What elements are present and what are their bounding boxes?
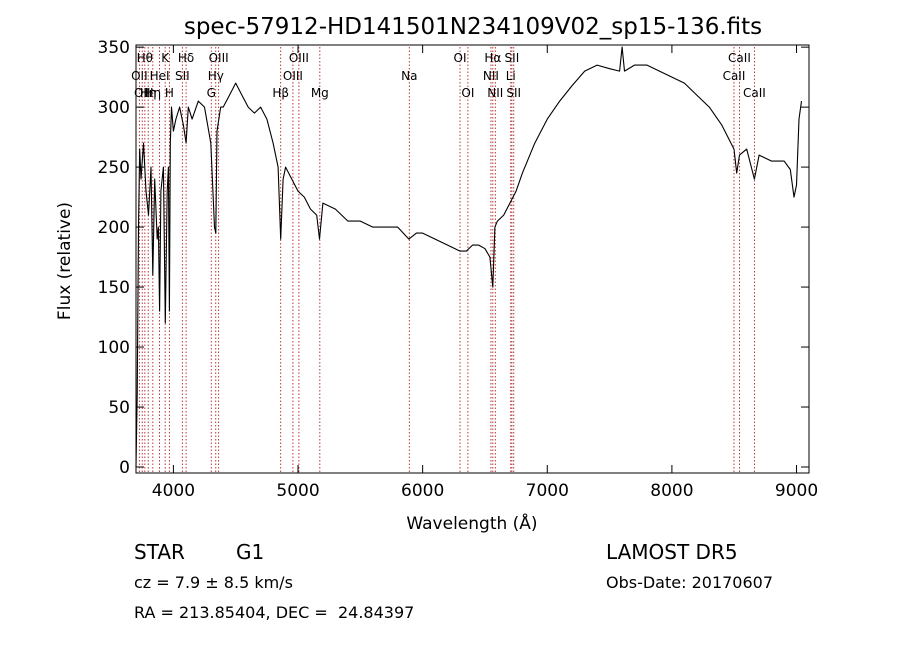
line-marker-label-1: OII bbox=[134, 86, 151, 100]
spectrum-series bbox=[135, 46, 803, 468]
line-marker-label-12: OIII bbox=[209, 51, 229, 65]
line-marker-label-15: OIII bbox=[289, 51, 309, 65]
line-marker-label-16: Mg bbox=[311, 86, 329, 100]
line-marker-label-23: Li bbox=[506, 69, 516, 83]
obs-date-label: Obs-Date: 20170607 bbox=[606, 573, 774, 592]
line-marker-label-7: H bbox=[165, 86, 174, 100]
x-tick-label-2: 6000 bbox=[401, 481, 444, 501]
subclass: G1 bbox=[236, 540, 265, 564]
y-tick-label-7: 350 bbox=[98, 38, 130, 58]
x-tick-label-3: 7000 bbox=[526, 481, 569, 501]
x-tick-label-4: 8000 bbox=[650, 481, 693, 501]
line-marker-label-9: Hδ bbox=[178, 51, 194, 65]
line-marker-labels: OIIOIIHθHηHηHeIKHSIIHδGHγOIIIHβOIIIOIIIM… bbox=[131, 51, 766, 100]
line-marker-label-27: CaII bbox=[728, 51, 751, 65]
line-marker-label-4: Hη bbox=[145, 86, 162, 100]
axes: 4000 5000 6000 7000 8000 9000 0 50 100 150 200 250 3… bbox=[98, 38, 819, 501]
line-marker-label-2: Hθ bbox=[137, 51, 153, 65]
line-marker-label-21: Hα bbox=[484, 51, 501, 65]
y-tick-label-5: 250 bbox=[98, 158, 130, 178]
y-tick-label-1: 50 bbox=[108, 398, 130, 418]
y-tick-label-6: 300 bbox=[98, 98, 130, 118]
line-marker-label-18: OI bbox=[454, 51, 467, 65]
line-markers bbox=[138, 47, 755, 473]
line-marker-label-11: Hγ bbox=[208, 69, 224, 83]
y-tick-label-2: 100 bbox=[98, 338, 130, 358]
line-marker-label-22: NII bbox=[487, 86, 503, 100]
line-marker-label-13: Hβ bbox=[272, 86, 289, 100]
line-marker-label-28: CaII bbox=[743, 86, 766, 100]
chart-title: spec-57912-HD141501N234109V02_sp15-136.f… bbox=[184, 14, 762, 40]
line-marker-label-6: K bbox=[161, 51, 170, 65]
line-marker-label-19: OI bbox=[461, 86, 474, 100]
x-axis-label: Wavelength (Å) bbox=[406, 512, 537, 534]
survey-label: LAMOST DR5 bbox=[606, 540, 738, 564]
y-tick-label-4: 200 bbox=[98, 218, 130, 238]
line-marker-label-14: OIII bbox=[283, 69, 303, 83]
coordinates-label: RA = 213.85404, DEC = 24.84397 bbox=[134, 603, 415, 622]
y-tick-label-3: 150 bbox=[98, 278, 130, 298]
redshift-label: cz = 7.9 ± 8.5 km/s bbox=[134, 573, 293, 592]
line-marker-label-5: HeI bbox=[150, 69, 170, 83]
spectrum-line-0 bbox=[135, 46, 803, 468]
x-tick-label-5: 9000 bbox=[775, 481, 818, 501]
y-tick-label-0: 0 bbox=[119, 458, 130, 478]
object-class: STAR bbox=[134, 540, 185, 564]
line-marker-label-17: Na bbox=[401, 69, 417, 83]
x-tick-label-0: 4000 bbox=[152, 481, 195, 501]
line-marker-label-20: NII bbox=[483, 69, 499, 83]
y-axis-label: Flux (relative) bbox=[55, 202, 75, 320]
line-marker-label-25: SII bbox=[506, 86, 521, 100]
line-marker-label-8: SII bbox=[175, 69, 190, 83]
x-tick-label-1: 5000 bbox=[276, 481, 319, 501]
line-marker-label-0: OII bbox=[131, 69, 148, 83]
line-marker-label-24: SII bbox=[505, 51, 520, 65]
line-marker-label-10: G bbox=[207, 86, 216, 100]
plot-frame bbox=[135, 44, 810, 474]
line-marker-label-3: Hη bbox=[140, 86, 157, 100]
line-marker-label-26: CaII bbox=[723, 69, 746, 83]
